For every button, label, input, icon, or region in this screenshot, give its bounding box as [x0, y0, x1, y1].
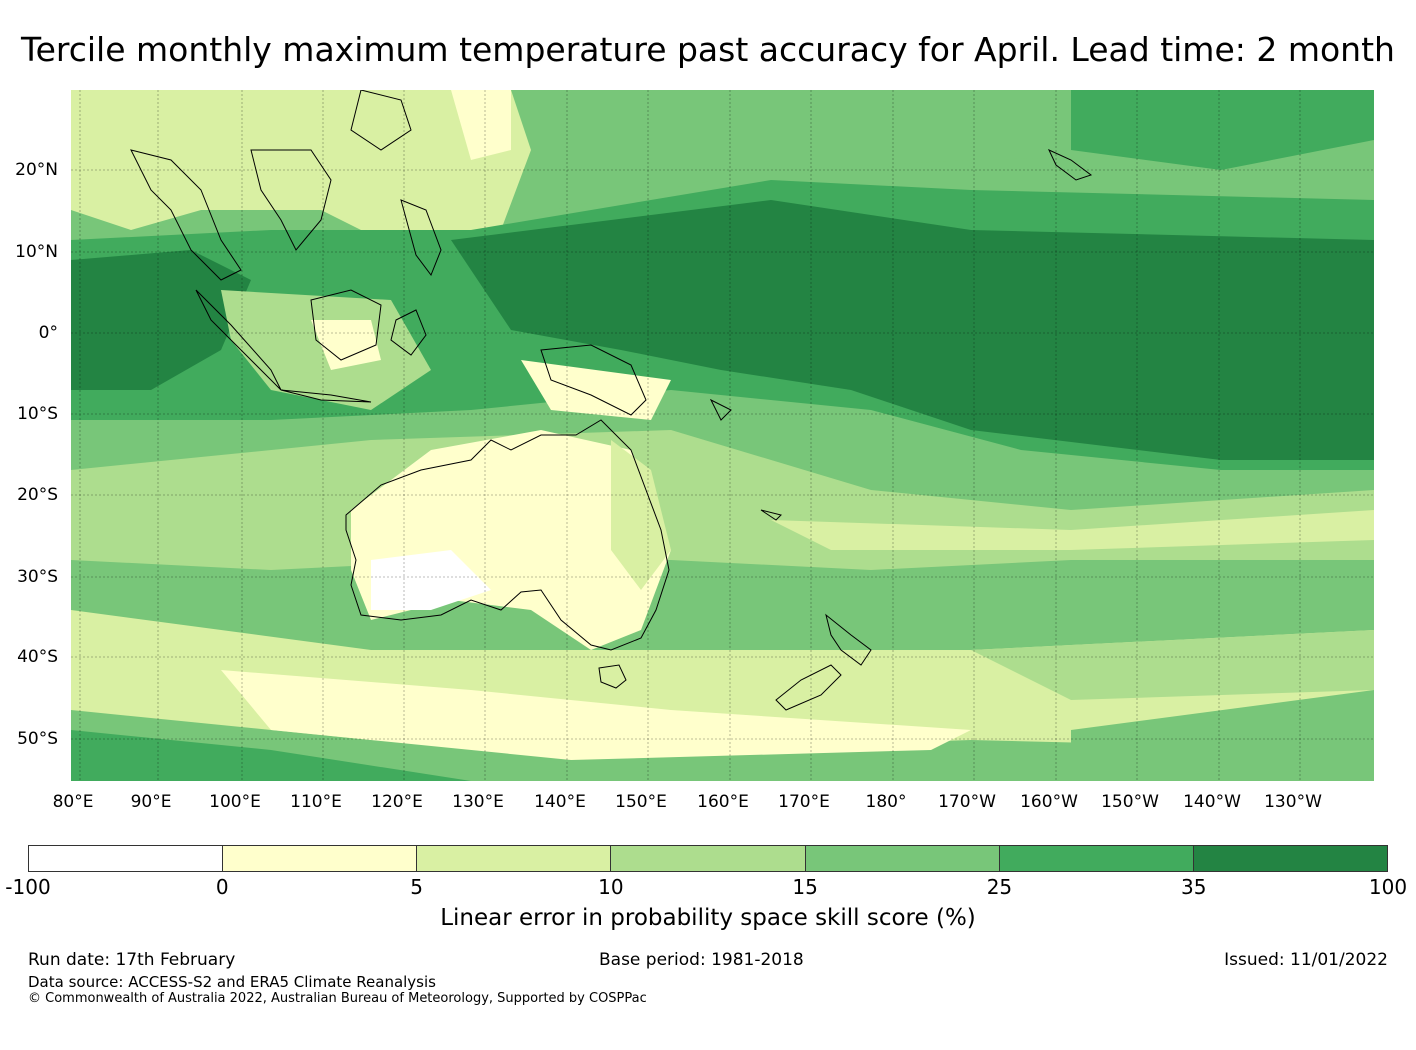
colorbar-tick-label: 0: [215, 875, 229, 899]
longitude-label: 150°W: [1101, 792, 1159, 812]
skill-region: [611, 440, 671, 590]
colorbar-tick-label: 100: [1368, 875, 1408, 899]
colorbar: [28, 845, 1388, 872]
skill-bands: [71, 90, 1374, 781]
nz-south-island-coastline: [775, 664, 842, 711]
colorbar-tick-label: 15: [792, 875, 818, 899]
skill-map: [71, 90, 1374, 781]
longitude-label: 110°E: [290, 792, 342, 812]
data-source: Data source: ACCESS-S2 and ERA5 Climate …: [28, 973, 436, 991]
skill-region: [521, 360, 671, 420]
latitude-label: 20°N: [15, 160, 58, 180]
australia-coastline: [345, 419, 670, 651]
skill-region: [71, 250, 251, 390]
latitude-label: 10°N: [15, 242, 58, 262]
longitude-label: 160°W: [1020, 792, 1078, 812]
skill-region: [1071, 690, 1374, 781]
issued-date: Issued: 11/01/2022: [1224, 950, 1388, 970]
se-asia-coastline: [130, 149, 242, 281]
hawaii-coastline: [1047, 148, 1093, 181]
skill-region: [451, 200, 1374, 460]
latitude-label: 50°S: [17, 729, 58, 749]
colorbar-tick-label: 5: [410, 875, 423, 899]
graticule: [71, 90, 1374, 781]
colorbar-segment: [417, 846, 612, 871]
copyright: © Commonwealth of Australia 2022, Austra…: [28, 991, 647, 1006]
longitude-label: 130°E: [452, 792, 504, 812]
colorbar-segment: [999, 846, 1194, 871]
solomon-islands-coastline: [709, 398, 732, 421]
indochina-coastline: [250, 149, 332, 251]
latitude-label: 20°S: [17, 485, 58, 505]
skill-region: [771, 510, 1374, 550]
java-coastline: [280, 389, 372, 403]
longitude-label: 80°E: [52, 792, 94, 812]
sulawesi-coastline: [390, 309, 427, 356]
map-title: Tercile monthly maximum temperature past…: [21, 30, 1395, 69]
colorbar-tick-label: -100: [5, 875, 51, 899]
skill-region: [371, 550, 491, 610]
colorbar-tick-label: 35: [1180, 875, 1207, 899]
longitude-label: 140°E: [534, 792, 586, 812]
new-guinea-coastline: [540, 344, 647, 416]
colorbar-label: Linear error in probability space skill …: [440, 905, 976, 931]
latitude-label: 10°S: [17, 404, 58, 424]
longitude-label: 170°E: [778, 792, 830, 812]
skill-region: [971, 630, 1374, 700]
longitude-label: 90°E: [130, 792, 172, 812]
longitude-label: 180°: [865, 792, 907, 812]
skill-region: [71, 90, 531, 250]
colorbar-tick-label: 25: [986, 875, 1013, 899]
borneo-coastline: [310, 289, 382, 361]
longitude-label: 150°E: [615, 792, 667, 812]
skill-region: [221, 670, 971, 760]
nz-north-island-coastline: [825, 613, 872, 666]
longitude-label: 170°W: [938, 792, 996, 812]
colorbar-tick-label: 10: [598, 875, 624, 899]
longitude-label: 100°E: [209, 792, 261, 812]
fiji-coastline: [760, 509, 782, 521]
longitude-label: 130°W: [1264, 792, 1322, 812]
latitude-label: 30°S: [17, 567, 58, 587]
longitude-label: 140°W: [1183, 792, 1241, 812]
colorbar-segment: [223, 846, 418, 871]
longitude-label: 160°E: [697, 792, 749, 812]
colorbar-segment: [1193, 846, 1387, 871]
latitude-label: 0°: [38, 323, 58, 343]
philippines-coastline: [400, 199, 442, 277]
skill-region: [71, 730, 471, 781]
base-period: Base period: 1981-2018: [599, 950, 804, 970]
longitude-label: 120°E: [371, 792, 423, 812]
china-coastline: [350, 90, 412, 151]
tasmania-coastline: [598, 664, 627, 689]
colorbar-segment: [805, 846, 1000, 871]
skill-region: [451, 90, 511, 160]
coastlines: [130, 90, 1093, 711]
run-date: Run date: 17th February: [28, 950, 236, 970]
skill-map-canvas: [71, 90, 1374, 781]
colorbar-segment: [29, 846, 224, 871]
latitude-label: 40°S: [17, 647, 58, 667]
colorbar-segment: [611, 846, 806, 871]
skill-region: [1071, 90, 1374, 170]
skill-region: [311, 320, 381, 370]
